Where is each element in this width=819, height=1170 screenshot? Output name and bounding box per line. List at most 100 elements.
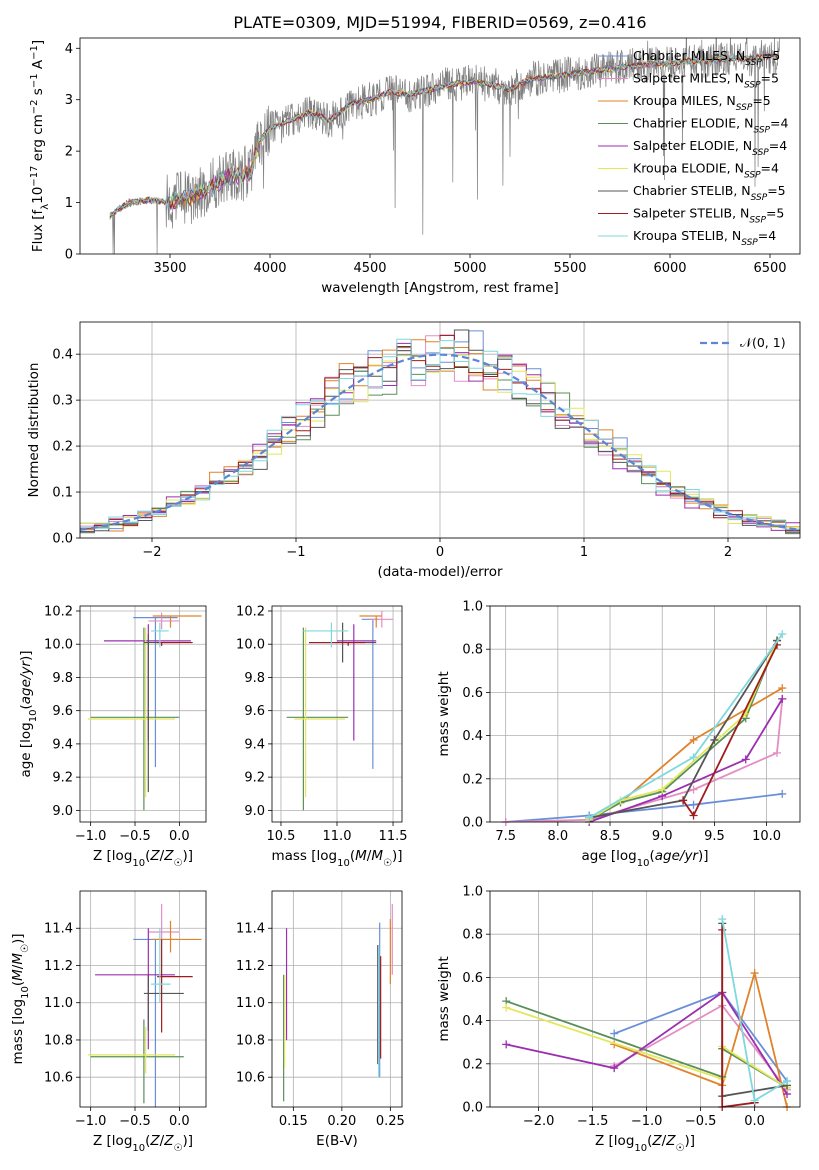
- x-tick-label: 10.5: [266, 829, 295, 844]
- mass-vs-metallicity-panel: −1.0 −0.5 0.0 10.6 10.8 11.0 11.2 11.4 Z [log10(…: [10, 890, 207, 1154]
- legend-label-normal: 𝒩(0, 1): [740, 335, 786, 350]
- y-tick-label: 0.4: [52, 348, 73, 363]
- x-tick-label: −1: [286, 545, 305, 560]
- y-axis-label: age [log10(age/yr)]: [18, 650, 39, 777]
- x-tick-label: 0.15: [279, 1114, 308, 1129]
- y-tick-label: 11.0: [44, 996, 73, 1011]
- marker-kroupa-elodie: [658, 785, 667, 794]
- residuals-panel: −2 −1 0 1 2 0.0 0.1 0.2 0.3 0.4 (data-model)/error…: [26, 321, 801, 580]
- x-tick-label: 9.5: [704, 829, 725, 844]
- x-tick-label: 5000: [453, 261, 486, 276]
- y-tick-label: 4: [65, 42, 73, 57]
- x-tick-label: −1.0: [75, 829, 107, 844]
- mass-weight-vs-metallicity-panel: −2.0 −1.5 −1.0 −0.5 0.0 0.0 0.2 0.4 0.6 0.8 1.0 Z […: [436, 885, 801, 1154]
- y-tick-label: 11.4: [44, 922, 73, 937]
- marker-kroupa-miles: [750, 969, 759, 978]
- x-tick-label: −2.0: [523, 1114, 555, 1129]
- y-tick-label: 0.6: [462, 686, 483, 701]
- marker-kroupa-stelib: [778, 630, 787, 639]
- marker-kroupa-stelib: [783, 1077, 792, 1086]
- y-axis-label: Normed distribution: [26, 363, 42, 498]
- y-tick-label: 9.8: [52, 671, 73, 686]
- y-tick-label: 10.8: [236, 1033, 265, 1048]
- x-tick-label: −0.5: [685, 1114, 717, 1129]
- y-tick-label: 3: [65, 93, 73, 108]
- y-tick-label: 0.0: [462, 816, 483, 831]
- x-tick-label: 4500: [353, 261, 386, 276]
- x-tick-label: 8.5: [600, 829, 621, 844]
- marker-salpeter-elodie: [610, 1064, 619, 1073]
- x-tick-label: 0.0: [169, 829, 190, 844]
- marker-kroupa-miles: [778, 684, 787, 693]
- legend-label-kroupa-elodie: Kroupa ELODIE, NSSP=4: [633, 161, 779, 181]
- axes-frame: [79, 37, 801, 255]
- x-axis-label: E(B-V): [316, 1133, 358, 1149]
- y-tick-label: 11.2: [236, 959, 265, 974]
- x-tick-label: −1.5: [577, 1114, 609, 1129]
- y-tick-label: 0.8: [462, 928, 483, 943]
- x-axis-label: wavelength [Angstrom, rest frame]: [321, 280, 559, 296]
- model-spectrum-kroupa-stelib: [109, 53, 780, 216]
- marker-salpeter-elodie: [502, 1040, 511, 1049]
- x-tick-label: 3500: [153, 261, 186, 276]
- mass-vs-extinction-panel: 0.15 0.20 0.25 10.6 10.8 11.0 11.2 11.4 E(B-V): [236, 890, 405, 1149]
- legend-label-chabrier-elodie: Chabrier ELODIE, NSSP=4: [633, 116, 788, 136]
- x-tick-label: 0.20: [327, 1114, 356, 1129]
- x-axis-label: mass [log10(M/M☉)]: [271, 848, 402, 869]
- legend-label-salpeter-stelib: Salpeter STELIB, NSSP=5: [633, 206, 784, 226]
- y-tick-label: 0.2: [462, 1057, 483, 1072]
- y-tick-label: 0.4: [462, 1014, 483, 1029]
- axes-frame: [271, 890, 403, 1108]
- legend-label-chabrier-miles: Chabrier MILES, NSSP=5: [633, 48, 780, 68]
- marker-salpeter-elodie: [778, 694, 787, 703]
- x-tick-label: 2: [724, 545, 732, 560]
- marker-salpeter-stelib: [689, 811, 698, 820]
- line-salpeter-elodie: [588, 698, 784, 822]
- y-tick-label: 0.0: [462, 1101, 483, 1116]
- line-salpeter-elodie: [506, 991, 788, 1095]
- marker-kroupa-elodie: [502, 1003, 511, 1012]
- y-tick-label: 0.3: [52, 394, 73, 409]
- histogram-kroupa-elodie: [80, 354, 800, 529]
- y-tick-label: 0.2: [462, 772, 483, 787]
- x-tick-label: 9.0: [652, 829, 673, 844]
- age-vs-mass-panel: 10.5 11.0 11.5 9.0 9.2 9.4 9.6 9.8 10.0 10.2 mass …: [236, 604, 407, 868]
- x-tick-label: −0.5: [119, 1114, 151, 1129]
- y-tick-label: 10.2: [44, 604, 73, 619]
- x-tick-label: −1.0: [75, 1114, 107, 1129]
- marker-salpeter-stelib: [679, 796, 688, 805]
- histogram-chabrier-stelib: [80, 329, 800, 533]
- y-tick-label: 9.0: [52, 804, 73, 819]
- y-axis-label: Flux [fλ10−17 erg cm−2 s−1 A−1]: [29, 40, 51, 252]
- y-tick-label: 10.8: [44, 1033, 73, 1048]
- y-tick-label: 11.4: [236, 922, 265, 937]
- x-tick-label: 8.0: [548, 829, 569, 844]
- x-tick-label: 6500: [753, 261, 786, 276]
- legend-label-kroupa-miles: Kroupa MILES, NSSP=5: [633, 93, 771, 113]
- y-tick-label: 9.6: [52, 704, 73, 719]
- y-tick-label: 9.4: [52, 737, 73, 752]
- y-tick-label: 9.2: [244, 771, 265, 786]
- x-tick-label: 0.25: [376, 1114, 405, 1129]
- spectrum-panel: 3500 4000 4500 5000 5500 6000 6500 0 1 2 3 4 wavelen…: [29, 37, 801, 296]
- axes-frame: [79, 321, 801, 539]
- y-tick-label: 11.2: [44, 959, 73, 974]
- axes-frame: [79, 890, 207, 1108]
- x-tick-label: 0.0: [744, 1114, 765, 1129]
- marker-kroupa-stelib: [718, 915, 727, 924]
- line-chabrier-miles: [505, 793, 783, 822]
- line-kroupa-miles: [613, 969, 788, 1107]
- axes-frame: [489, 890, 801, 1108]
- marker-chabrier-miles: [610, 1029, 619, 1038]
- y-tick-label: 9.0: [244, 804, 265, 819]
- y-tick-label: 11.0: [236, 996, 265, 1011]
- marker-salpeter-elodie: [741, 755, 750, 764]
- y-tick-label: 10.0: [44, 638, 73, 653]
- y-tick-label: 0.8: [462, 643, 483, 658]
- y-tick-label: 1.0: [462, 600, 483, 615]
- marker-chabrier-miles: [778, 789, 787, 798]
- legend-label-salpeter-elodie: Salpeter ELODIE, NSSP=4: [633, 138, 787, 158]
- x-tick-label: −0.5: [119, 829, 151, 844]
- y-tick-label: 9.2: [52, 771, 73, 786]
